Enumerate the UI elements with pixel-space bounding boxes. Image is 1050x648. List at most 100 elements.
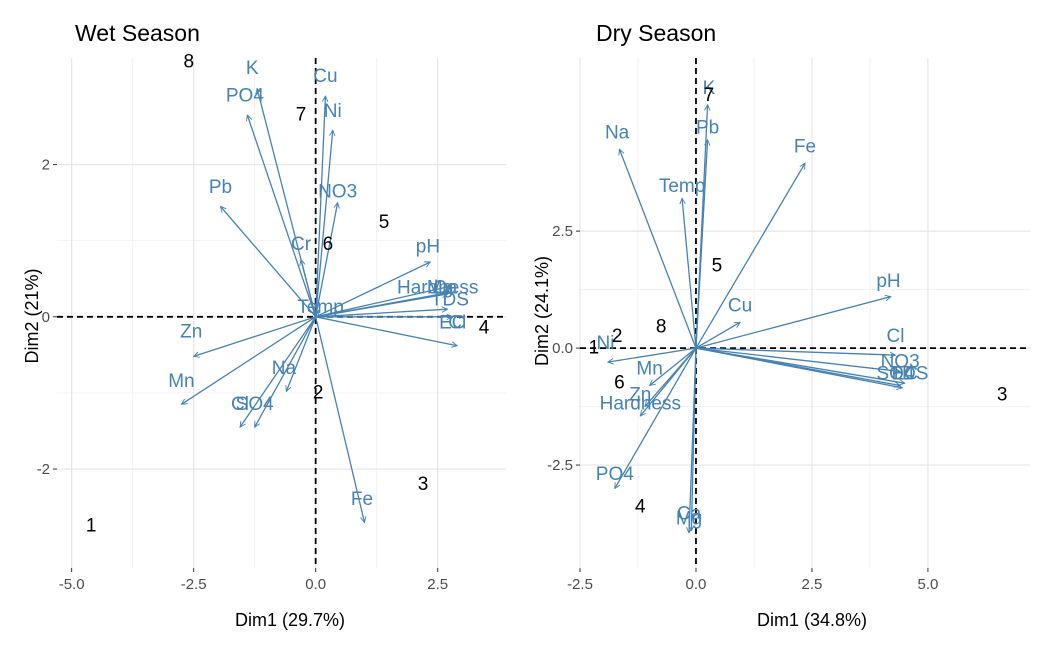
variable-label-k: K (703, 78, 716, 99)
observation-label-4: 4 (635, 497, 646, 518)
loading-arrow-ni (608, 347, 697, 362)
loading-arrow-hardness (315, 286, 450, 318)
y-tick-label: 0.0 (552, 340, 573, 357)
loading-arrow-cl (315, 316, 458, 346)
observation-label-6: 6 (614, 373, 625, 394)
loading-arrow-zn (645, 347, 697, 406)
variable-label-zn: Zn (629, 384, 651, 405)
observation-label-1: 1 (86, 516, 97, 537)
dry-season-title: Dry Season (596, 20, 716, 46)
dry-season-biplot: Dry Season Dim1 (34.8%) Dim2 (24.1%) -2.… (532, 20, 1030, 630)
variable-label-ca: Ca (433, 277, 458, 298)
variable-label-mg: Mg (427, 277, 453, 298)
loading-arrow-ph (695, 297, 891, 349)
loading-arrow-mg (689, 348, 697, 533)
variable-label-so4: SO4 (876, 363, 914, 384)
variable-label-na: Na (605, 122, 630, 143)
loading-arrow-no3 (695, 347, 900, 371)
y-tick-label: 0 (42, 309, 50, 326)
variable-label-ca: Ca (677, 504, 702, 525)
x-tick-label: -5.0 (59, 576, 85, 593)
x-tick-label: 2.5 (802, 576, 823, 593)
loading-arrow-tds (695, 347, 905, 383)
variable-label-cr: Cr (291, 234, 312, 255)
loading-arrow-temp (316, 311, 318, 318)
dry-season-x-axis-title: Dim1 (34.8%) (757, 610, 867, 630)
wet-season-title: Wet Season (75, 20, 200, 46)
variable-label-temp: Temp (297, 297, 343, 318)
variable-label-k: K (246, 58, 259, 79)
loading-arrow-ph (315, 261, 431, 318)
observation-label-2: 2 (612, 326, 623, 347)
loading-arrow-zn (194, 316, 316, 357)
y-tick-label: 2.5 (552, 223, 573, 240)
variable-label-ec: EC (439, 312, 465, 333)
variable-label-hardness: Hardness (600, 394, 681, 415)
observation-label-5: 5 (712, 256, 723, 277)
x-tick-label: 0.0 (305, 576, 326, 593)
y-tick-label: -2.5 (547, 457, 573, 474)
loading-arrow-po4 (247, 115, 317, 318)
wet-season-y-axis-title: Dim2 (21%) (22, 268, 42, 363)
variable-label-mn: Mn (168, 371, 194, 392)
x-tick-label: 2.5 (427, 576, 448, 593)
wet-season-biplot: Wet Season Dim1 (29.7%) Dim2 (21%) -5.0 -… (22, 20, 506, 630)
variable-label-cl: Cl (448, 312, 466, 333)
dry-season-y-axis-title: Dim2 (24.1%) (532, 256, 552, 366)
observation-label-5: 5 (379, 212, 390, 233)
x-tick-label: -2.5 (567, 576, 593, 593)
loading-arrow-na (286, 316, 317, 392)
loading-arrow-no3 (315, 203, 338, 317)
loading-arrow-cu (315, 96, 326, 317)
variable-label-tds: TDS (431, 290, 469, 311)
loading-arrow-na (619, 149, 697, 349)
observation-labels: 12 3 4 5 6 7 8 (589, 85, 1008, 518)
variable-label-no3: NO3 (881, 352, 920, 373)
variable-label-pb: Pb (209, 177, 232, 198)
observation-label-7: 7 (704, 85, 715, 106)
loading-arrow-fe (315, 316, 365, 523)
dry-season-plot-area: -2.5 0.0 2.5 5.0 -2.5 0.0 2.5 K Pb Na Temp Fe Cu pH Cl… (547, 58, 1030, 593)
variable-label-cl: Cl (886, 326, 904, 347)
variable-label-temp: Temp (659, 176, 705, 197)
variable-label-fe: Fe (794, 136, 816, 157)
variable-label-po4: PO4 (596, 464, 634, 485)
observation-label-3: 3 (997, 384, 1008, 405)
x-tick-label: -2.5 (181, 576, 207, 593)
observation-label-7: 7 (296, 105, 307, 126)
variable-label-no3: NO3 (318, 181, 357, 202)
loading-arrow-cl (240, 316, 317, 427)
variable-label-cu: Cu (313, 66, 337, 87)
variable-label-tds: TDS (890, 363, 928, 384)
variable-label-ni: Ni (597, 333, 615, 354)
variable-label-cl: Cl (231, 394, 249, 415)
loading-arrow-ec (695, 347, 902, 388)
observation-label-4: 4 (479, 318, 490, 339)
loading-arrow-mn (650, 347, 697, 385)
variable-label-po4: PO4 (226, 86, 264, 107)
y-tick-label: -2 (37, 461, 50, 478)
loading-arrow-po4 (614, 347, 697, 488)
y-tick-label: 2 (42, 157, 50, 174)
variable-label-ph: pH (416, 236, 440, 257)
loading-arrow-temp (682, 198, 697, 349)
variable-label-hardness: Hardness (397, 277, 478, 298)
loading-arrow-mn (181, 316, 317, 405)
wet-season-x-axis-title: Dim1 (29.7%) (235, 610, 345, 630)
variable-label-cu: Cu (728, 295, 752, 316)
x-tick-label: 0.0 (686, 576, 707, 593)
observation-label-8: 8 (656, 317, 667, 338)
observation-label-1: 1 (589, 338, 600, 359)
loading-arrow-cl (695, 347, 895, 355)
x-tick-label: 5.0 (918, 576, 939, 593)
wet-season-plot-area: -5.0 -2.5 0.0 2.5 -2 0 2 K PO4 Cu Ni NO3 Pb Cr pH Hardn… (37, 51, 506, 593)
observation-label-2: 2 (313, 382, 324, 403)
variable-label-fe: Fe (351, 489, 373, 510)
loading-arrow-ni (315, 130, 333, 317)
loading-arrow-tds (315, 309, 448, 318)
variable-label-zn: Zn (180, 322, 202, 343)
